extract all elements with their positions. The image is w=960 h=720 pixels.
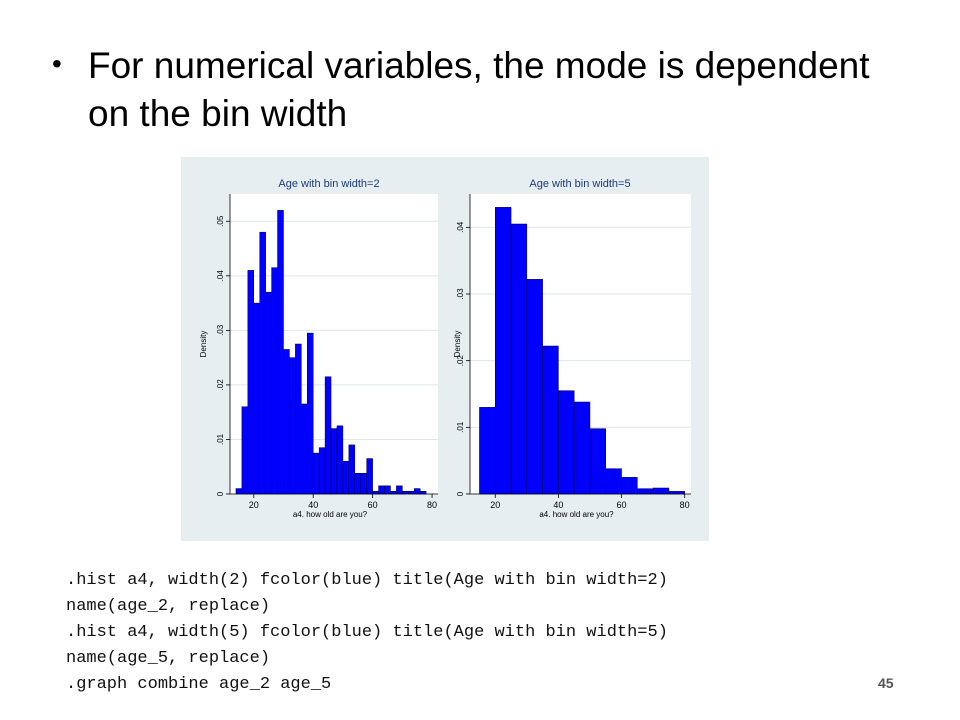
- histogram-bar: [372, 491, 379, 495]
- combined-graph: 0 .01 .02 .03 .04 .05 20 40 60 80 Age with bin wid…: [181, 157, 709, 541]
- histogram-bar: [366, 458, 373, 495]
- histogram-bar: [348, 444, 356, 495]
- y-tick-label: .01: [456, 421, 465, 433]
- x-tick-label: 40: [553, 500, 563, 510]
- x-tick-label: 40: [308, 500, 318, 510]
- y-tick-label: 0: [216, 491, 225, 496]
- histogram-panel-1: 0 .01 .02 .03 .04 .05 20 40 60 80 Age with bin wid…: [199, 178, 438, 519]
- y-axis-label: Density: [199, 331, 208, 358]
- y-tick-label: .03: [216, 324, 225, 336]
- histogram-bar: [235, 488, 243, 495]
- code-line: .hist a4, width(2) fcolor(blue) title(Ag…: [66, 571, 668, 590]
- histogram-bar: [283, 349, 290, 495]
- histogram-bar: [396, 485, 403, 495]
- histogram-bar: [312, 452, 320, 495]
- histogram-bar: [354, 473, 361, 495]
- histogram-bar: [324, 376, 332, 495]
- histogram-bar: [378, 485, 385, 495]
- x-axis-label: a4. how old are you?: [293, 510, 368, 519]
- code-line: .graph combine age_2 age_5: [66, 675, 332, 694]
- histogram-bar: [408, 491, 415, 495]
- histogram-bar: [384, 485, 391, 495]
- y-tick-label: .01: [216, 433, 225, 445]
- histogram-bar: [573, 401, 591, 495]
- histogram-bar: [605, 468, 622, 495]
- y-tick-label: .02: [216, 379, 225, 391]
- histogram-bar: [652, 487, 670, 495]
- histogram-bar: [402, 491, 409, 495]
- histogram-bar: [495, 207, 512, 495]
- histogram-bar: [265, 291, 272, 495]
- y-tick-label: .03: [456, 288, 465, 300]
- histogram-bar: [318, 447, 326, 495]
- chart-title: Age with bin width=5: [529, 178, 630, 190]
- y-tick-label: .02: [456, 355, 465, 367]
- histogram-bar: [301, 403, 308, 495]
- histogram-bar: [247, 270, 255, 495]
- histogram-bar: [413, 488, 421, 495]
- histogram-bar: [390, 491, 397, 495]
- histogram-bar: [259, 231, 266, 495]
- histogram-bar: [271, 267, 278, 495]
- histogram-bar: [558, 390, 575, 495]
- code-line: name(age_5, replace): [66, 649, 271, 668]
- y-tick-label: .04: [216, 270, 225, 282]
- code-block: .hist a4, width(2) fcolor(blue) title(Ag…: [66, 568, 668, 698]
- histogram-bar: [241, 406, 249, 495]
- x-tick-label: 80: [680, 500, 690, 510]
- histogram-bar: [526, 279, 543, 495]
- x-tick-label: 60: [368, 500, 378, 510]
- histogram-bar: [510, 223, 528, 495]
- histogram-panel-2: 0 .01 .02 .03 .04 20 40 60 80 Age with bin width=…: [453, 178, 691, 519]
- y-tick-label: .04: [456, 221, 465, 233]
- x-tick-label: 80: [427, 500, 437, 510]
- code-line: name(age_2, replace): [66, 597, 271, 616]
- y-tick-label: 0: [456, 491, 465, 496]
- histogram-bar: [342, 461, 350, 495]
- page-number: 45: [878, 675, 894, 691]
- combined-graph-svg: 0 .01 .02 .03 .04 .05 20 40 60 80 Age with bin wid…: [199, 178, 691, 519]
- y-tick-label: .05: [216, 215, 225, 227]
- histogram-bar: [330, 428, 338, 495]
- histogram-bar: [637, 488, 654, 495]
- histogram-bar: [419, 491, 427, 495]
- histogram-bar: [360, 473, 367, 495]
- histogram-bar: [336, 425, 344, 495]
- histogram-bar: [253, 302, 260, 495]
- x-axis-label: a4. how old are you?: [539, 510, 614, 519]
- chart-title: Age with bin width=2: [278, 178, 379, 190]
- histogram-bar: [479, 407, 496, 495]
- bullet-text: For numerical variables, the mode is dep…: [88, 45, 870, 134]
- histogram-bar: [542, 345, 559, 495]
- histogram-bar: [589, 428, 607, 495]
- code-line: .hist a4, width(5) fcolor(blue) title(Ag…: [66, 623, 668, 642]
- x-tick-label: 20: [490, 500, 500, 510]
- histogram-bar: [295, 343, 302, 495]
- histogram-bar: [277, 210, 284, 495]
- histogram-bar: [621, 477, 638, 495]
- histogram-bar: [289, 357, 296, 495]
- bullet-dot: •: [52, 48, 62, 79]
- x-tick-label: 60: [617, 500, 627, 510]
- y-axis-label: Density: [453, 331, 462, 358]
- histogram-bar: [307, 332, 314, 495]
- x-tick-label: 20: [249, 500, 259, 510]
